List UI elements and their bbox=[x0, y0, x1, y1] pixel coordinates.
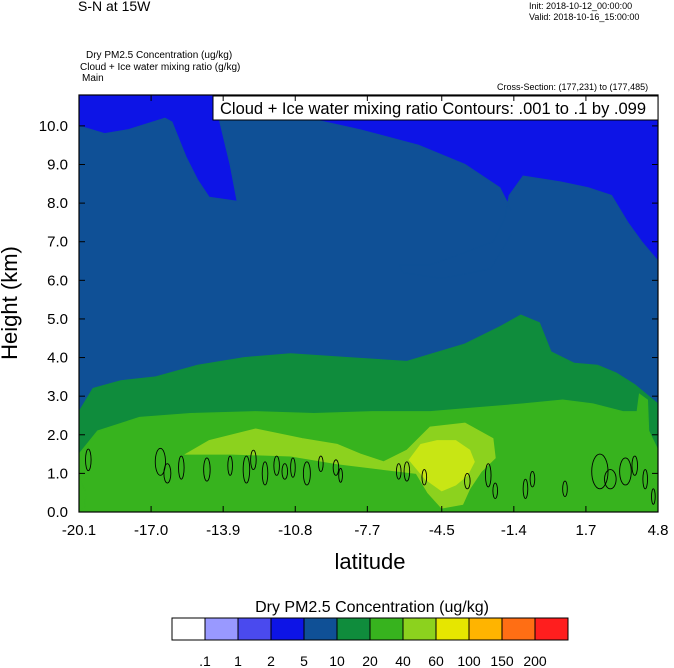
x-tick-label: -20.1 bbox=[62, 522, 96, 539]
cloud-ice-contour bbox=[395, 463, 402, 480]
x-axis-label: latitude bbox=[335, 549, 406, 574]
cloud-ice-contour bbox=[203, 457, 211, 482]
concentration-band-5 bbox=[408, 440, 475, 492]
colorbar-level-label: 60 bbox=[428, 653, 444, 668]
cloud-ice-contour bbox=[261, 461, 269, 486]
cloud-ice-contour bbox=[154, 447, 166, 476]
colorbar-level-label: 200 bbox=[523, 653, 547, 668]
cloud-ice-contour bbox=[529, 471, 536, 488]
y-tick-label: 8.0 bbox=[47, 195, 68, 212]
concentration-band-3 bbox=[79, 393, 658, 512]
x-tick-label: 1.7 bbox=[575, 522, 596, 539]
cloud-ice-contour bbox=[332, 459, 340, 476]
y-tick-label: 7.0 bbox=[47, 234, 68, 251]
init-time: Init: 2018-10-12_00:00:00 bbox=[529, 1, 633, 11]
valid-time: Valid: 2018-10-16_15:00:00 bbox=[529, 12, 640, 22]
colorbar-swatch bbox=[468, 617, 503, 641]
cloud-ice-contour bbox=[250, 449, 257, 470]
cloud-ice-contour bbox=[522, 478, 529, 499]
colorbar-level-label: 10 bbox=[329, 653, 345, 668]
y-tick-label: 5.0 bbox=[47, 311, 68, 328]
cloud-ice-contour bbox=[421, 469, 428, 486]
colorbar-level-label: 1 bbox=[234, 653, 242, 668]
cloud-ice-contour bbox=[338, 467, 343, 483]
colorbar-swatch bbox=[171, 617, 206, 641]
cloud-ice-contour bbox=[642, 469, 648, 490]
y-tick-label: 3.0 bbox=[47, 388, 68, 405]
cloud-ice-contour bbox=[318, 455, 324, 472]
x-tick-label: -1.4 bbox=[501, 522, 527, 539]
y-tick-label: 6.0 bbox=[47, 272, 68, 289]
colorbar-swatch bbox=[402, 617, 437, 641]
colorbar-level-label: 20 bbox=[362, 653, 378, 668]
y-tick-label: 10.0 bbox=[39, 118, 68, 135]
cloud-ice-contour bbox=[403, 461, 411, 482]
colorbar-swatch bbox=[303, 617, 338, 641]
x-tick-label: -13.9 bbox=[206, 522, 240, 539]
contour-annotation: Cloud + Ice water mixing ratio Contours:… bbox=[220, 100, 646, 118]
cloud-ice-contour bbox=[604, 469, 617, 490]
field-label-pm25: Dry PM2.5 Concentration (ug/kg) bbox=[86, 50, 233, 61]
cloud-ice-contour bbox=[163, 463, 172, 484]
colorbar-swatch bbox=[336, 617, 371, 641]
x-tick-label: -7.7 bbox=[354, 522, 380, 539]
y-tick-label: 2.0 bbox=[47, 427, 68, 444]
field-label-cloud-ice: Cloud + Ice water mixing ratio (g/kg) bbox=[80, 62, 241, 73]
chart-title: S-N at 15W bbox=[78, 0, 151, 14]
colorbar-swatch bbox=[270, 617, 305, 641]
colorbar-swatch bbox=[501, 617, 536, 641]
cloud-ice-contour bbox=[290, 457, 296, 478]
y-tick-label: 0.0 bbox=[47, 504, 68, 521]
y-tick-label: 1.0 bbox=[47, 465, 68, 482]
y-tick-label: 4.0 bbox=[47, 350, 68, 367]
cloud-ice-contour bbox=[492, 482, 499, 499]
cloud-ice-contour bbox=[242, 455, 251, 484]
cloud-ice-contour bbox=[651, 488, 656, 505]
colorbar-title: Dry PM2.5 Concentration (ug/kg) bbox=[255, 599, 489, 616]
cloud-ice-contour bbox=[227, 455, 233, 476]
cloud-ice-contour bbox=[591, 453, 609, 490]
concentration-band-4 bbox=[184, 422, 496, 509]
colorbar-swatch bbox=[237, 617, 272, 641]
x-tick-label: 4.8 bbox=[648, 522, 669, 539]
colorbar-level-label: 100 bbox=[457, 653, 481, 668]
y-axis-label: Height (km) bbox=[0, 246, 22, 360]
x-tick-label: -17.0 bbox=[134, 522, 168, 539]
cloud-ice-contour bbox=[619, 457, 632, 486]
colorbar-level-label: 40 bbox=[395, 653, 411, 668]
y-tick-label: 9.0 bbox=[47, 157, 68, 174]
colorbar-swatch bbox=[204, 617, 239, 641]
x-tick-label: -4.5 bbox=[429, 522, 455, 539]
colorbar-swatch bbox=[369, 617, 404, 641]
colorbar-level-label: 5 bbox=[300, 653, 308, 668]
cloud-ice-contour bbox=[485, 463, 492, 488]
concentration-band-6 bbox=[79, 477, 87, 512]
cloud-ice-contour bbox=[631, 455, 638, 476]
colorbar-level-label: 2 bbox=[267, 653, 275, 668]
field-label-main: Main bbox=[82, 73, 104, 84]
cross-section-label: Cross-Section: (177,231) to (177,485) bbox=[497, 82, 649, 92]
cloud-ice-contour bbox=[464, 472, 471, 490]
cloud-ice-contour bbox=[85, 448, 92, 472]
cloud-ice-contour bbox=[273, 455, 280, 476]
plot-frame bbox=[78, 94, 659, 513]
colorbar-level-label: .1 bbox=[199, 653, 211, 668]
cloud-ice-contour bbox=[178, 455, 185, 480]
x-tick-label: -10.8 bbox=[278, 522, 312, 539]
cloud-ice-contour bbox=[302, 461, 311, 486]
colorbar-swatch bbox=[534, 617, 569, 641]
colorbar-level-label: 150 bbox=[490, 653, 514, 668]
cloud-ice-contour bbox=[562, 480, 568, 498]
cloud-ice-contour bbox=[281, 463, 289, 480]
colorbar-swatch bbox=[435, 617, 470, 641]
annotation-box bbox=[212, 95, 659, 121]
